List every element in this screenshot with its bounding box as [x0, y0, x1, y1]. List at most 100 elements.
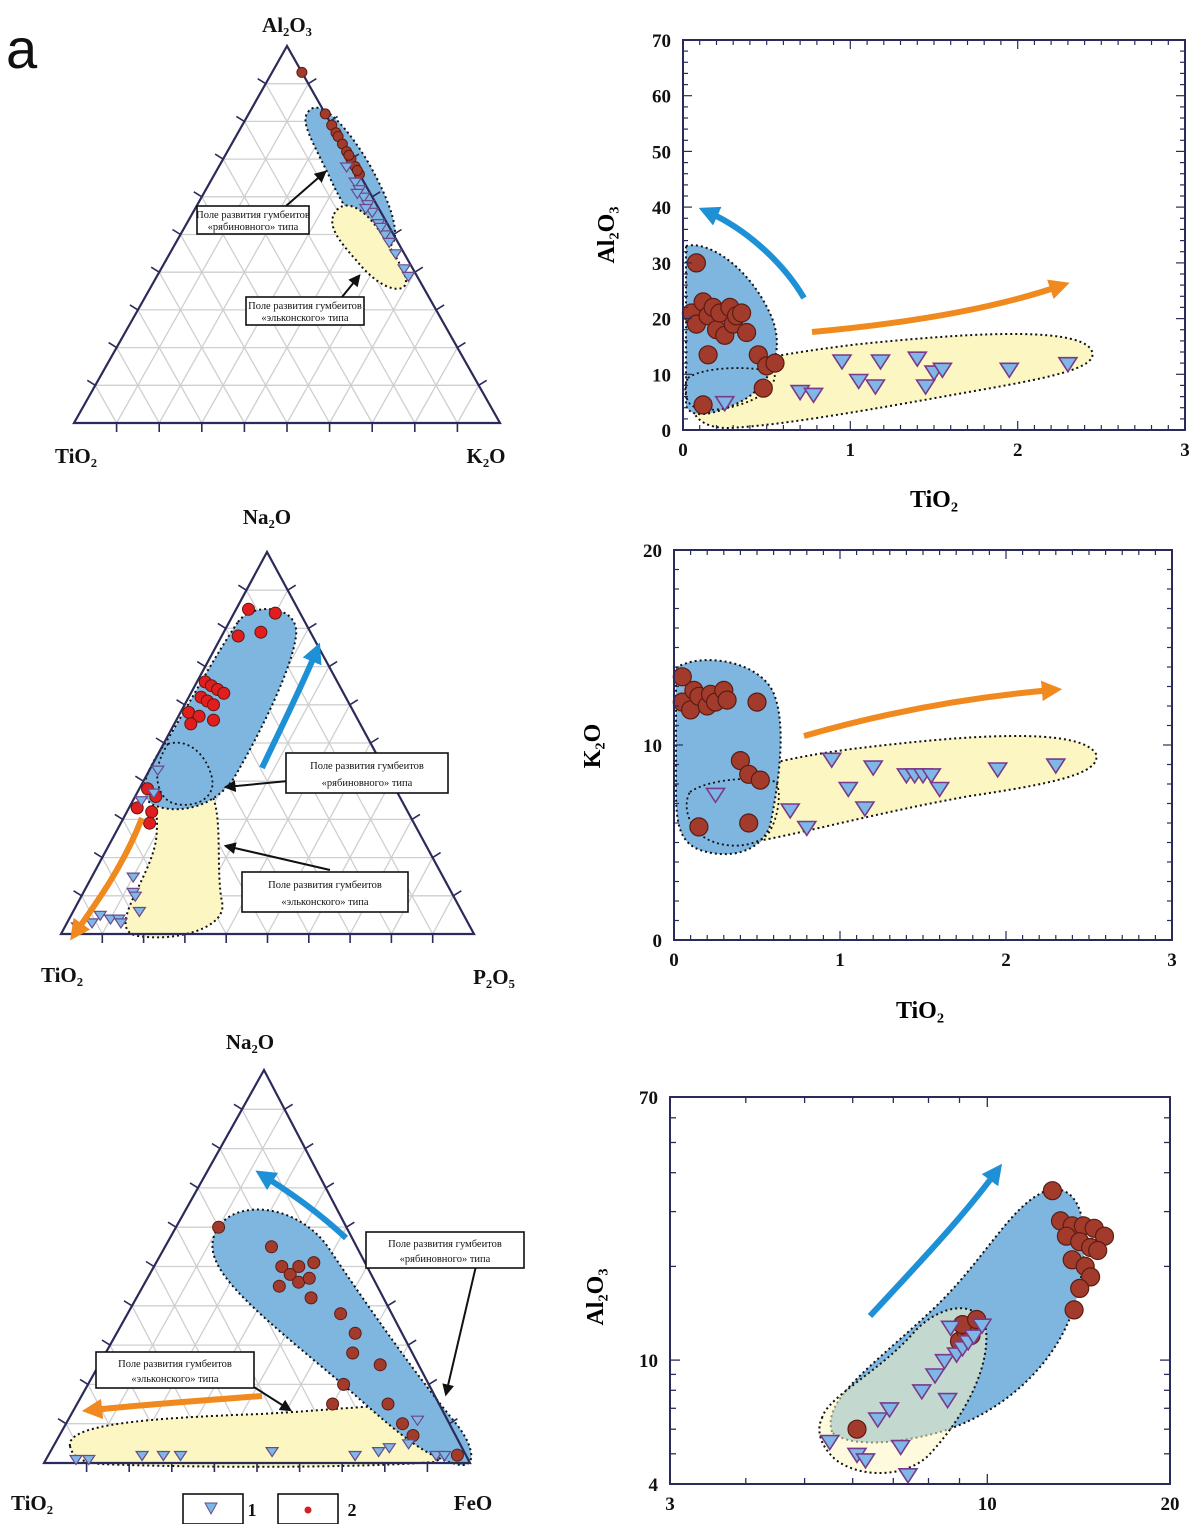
- data-point-triangle: [382, 1443, 397, 1454]
- tick-mark: [304, 1142, 314, 1150]
- data-point-circle: [145, 805, 159, 819]
- data-point-triangle: [113, 918, 129, 929]
- legend-triangle-marker: [204, 1502, 218, 1516]
- ternary-1-ticks: [86, 78, 488, 432]
- data-point-circle: [304, 1291, 318, 1305]
- trend-arrow-blue: [255, 1170, 349, 1241]
- data-point-circle: [346, 1346, 360, 1360]
- tick-mark: [123, 1300, 133, 1307]
- data-point-triangle: [132, 906, 147, 918]
- tick-mark: [456, 341, 466, 349]
- ternary-2-caption-elkon: Поле развития гумбеитов «эльконского» ти…: [241, 871, 409, 913]
- tick-mark: [114, 813, 124, 821]
- data-point-triangle: [410, 1415, 425, 1427]
- tick-mark: [129, 304, 139, 311]
- ternary-1-caption-rabinovy: Поле развития гумбеитов «рябиновного» ти…: [196, 205, 310, 235]
- x-tick-label: 20: [1161, 1494, 1180, 1515]
- data-point-triangle: [897, 1468, 919, 1485]
- data-point-circle: [217, 686, 231, 700]
- data-point-triangle: [356, 192, 371, 204]
- data-point-triangle: [714, 395, 736, 413]
- x-tick-label: 2: [1013, 440, 1023, 461]
- ternary-2-points: [70, 602, 282, 933]
- grid-line: [81, 895, 103, 935]
- data-point-triangle: [350, 188, 365, 200]
- data-point-circle: [231, 629, 245, 643]
- scatter-1-field-yellow: [688, 333, 1094, 430]
- ternary-2-top-label: Na₂O: [243, 505, 291, 529]
- data-point-triangle: [796, 820, 818, 837]
- caption-line: Поле развития гумбеитов: [118, 1359, 232, 1370]
- ternary-3-points: [68, 1220, 464, 1466]
- ternary-1-caption-elkon: Поле развития гумбеитов «эльконского» ти…: [245, 296, 365, 326]
- data-point-circle: [192, 709, 206, 723]
- grid-line: [179, 234, 288, 424]
- data-point-circle: [143, 816, 157, 830]
- x-tick-label: 0: [669, 950, 679, 971]
- scatter-2-ticks: 0 1 2 3 0 10 20: [643, 541, 1177, 971]
- trend-arrow-orange: [803, 680, 1063, 739]
- data-point-triangle: [365, 207, 380, 219]
- x-tick-label: 0: [678, 440, 688, 461]
- x-tick-label: 3: [1167, 950, 1177, 971]
- data-point-circle: [212, 1220, 226, 1234]
- y-tick-label: 60: [652, 87, 671, 108]
- caption-line: Поле развития гумбеитов: [310, 761, 424, 772]
- legend-circle-marker: [304, 1506, 312, 1514]
- data-point-circle: [265, 1240, 278, 1254]
- data-point-triangle: [396, 264, 412, 275]
- data-point-triangle: [854, 801, 876, 818]
- data-point-triangle: [93, 910, 108, 922]
- ternary-2-right-label: P₂O₅: [473, 965, 515, 989]
- data-point-triangle: [134, 1450, 150, 1462]
- grid-line: [116, 83, 309, 424]
- y-tick-label: 40: [652, 198, 671, 219]
- data-point-triangle: [963, 1329, 985, 1346]
- data-point-circle: [847, 1419, 867, 1439]
- caption-pointer: [442, 1265, 477, 1397]
- data-point-triangle: [146, 788, 161, 800]
- data-point-triangle: [864, 379, 886, 396]
- data-point-circle: [739, 813, 759, 833]
- data-point-triangle: [377, 230, 393, 241]
- caption-line: «рябиновного» типа: [400, 1254, 491, 1265]
- tick-mark: [411, 813, 421, 821]
- data-point-triangle: [915, 379, 937, 396]
- legend-label-2: 2: [348, 1500, 357, 1520]
- scatter-plot-3: 3 10 20 4 10 70 Al₂O₃: [583, 1088, 1180, 1515]
- y-tick-label: 0: [653, 931, 663, 952]
- data-point-triangle: [779, 803, 801, 820]
- tick-mark: [214, 153, 224, 160]
- ternary-1-top-label: Al₂O₃: [262, 13, 312, 37]
- y-tick-label: 70: [639, 1088, 658, 1109]
- caption-line: «рябиновного» типа: [208, 222, 299, 233]
- ternary-3-left-label: TiO₂: [11, 1491, 53, 1515]
- data-point-triangle: [929, 781, 951, 798]
- y-tick-label: 20: [652, 310, 671, 331]
- tick-mark: [134, 775, 144, 782]
- tick-mark: [167, 1221, 177, 1228]
- ternary-1-left-label: TiO₂: [55, 444, 97, 468]
- grid-line: [137, 309, 203, 424]
- data-point-circle: [765, 353, 785, 373]
- scatter-3-ylabel: Al₂O₃: [583, 1268, 609, 1325]
- caption-pointer: [223, 842, 331, 871]
- data-point-circle: [351, 164, 363, 176]
- tick-mark: [108, 341, 118, 349]
- ternary-plot-2: Na₂O TiO₂ P₂O₅ Поле развития гумбеитов «…: [41, 505, 515, 989]
- data-point-triangle: [401, 1439, 416, 1450]
- tick-mark: [176, 699, 186, 706]
- data-point-triangle: [264, 1447, 280, 1458]
- data-point-circle: [396, 1417, 409, 1431]
- ternary-1-field-yellow: [331, 204, 407, 290]
- tick-mark: [93, 851, 103, 859]
- ternary-3-ticks: [57, 1103, 458, 1472]
- data-point-triangle: [906, 351, 928, 368]
- x-tick-label: 1: [846, 440, 856, 461]
- legend-label-1: 1: [248, 1500, 257, 1520]
- data-point-triangle: [1045, 758, 1067, 775]
- data-point-circle: [731, 303, 752, 323]
- grid-line: [390, 857, 434, 935]
- ternary-2-field-yellow: [124, 774, 224, 939]
